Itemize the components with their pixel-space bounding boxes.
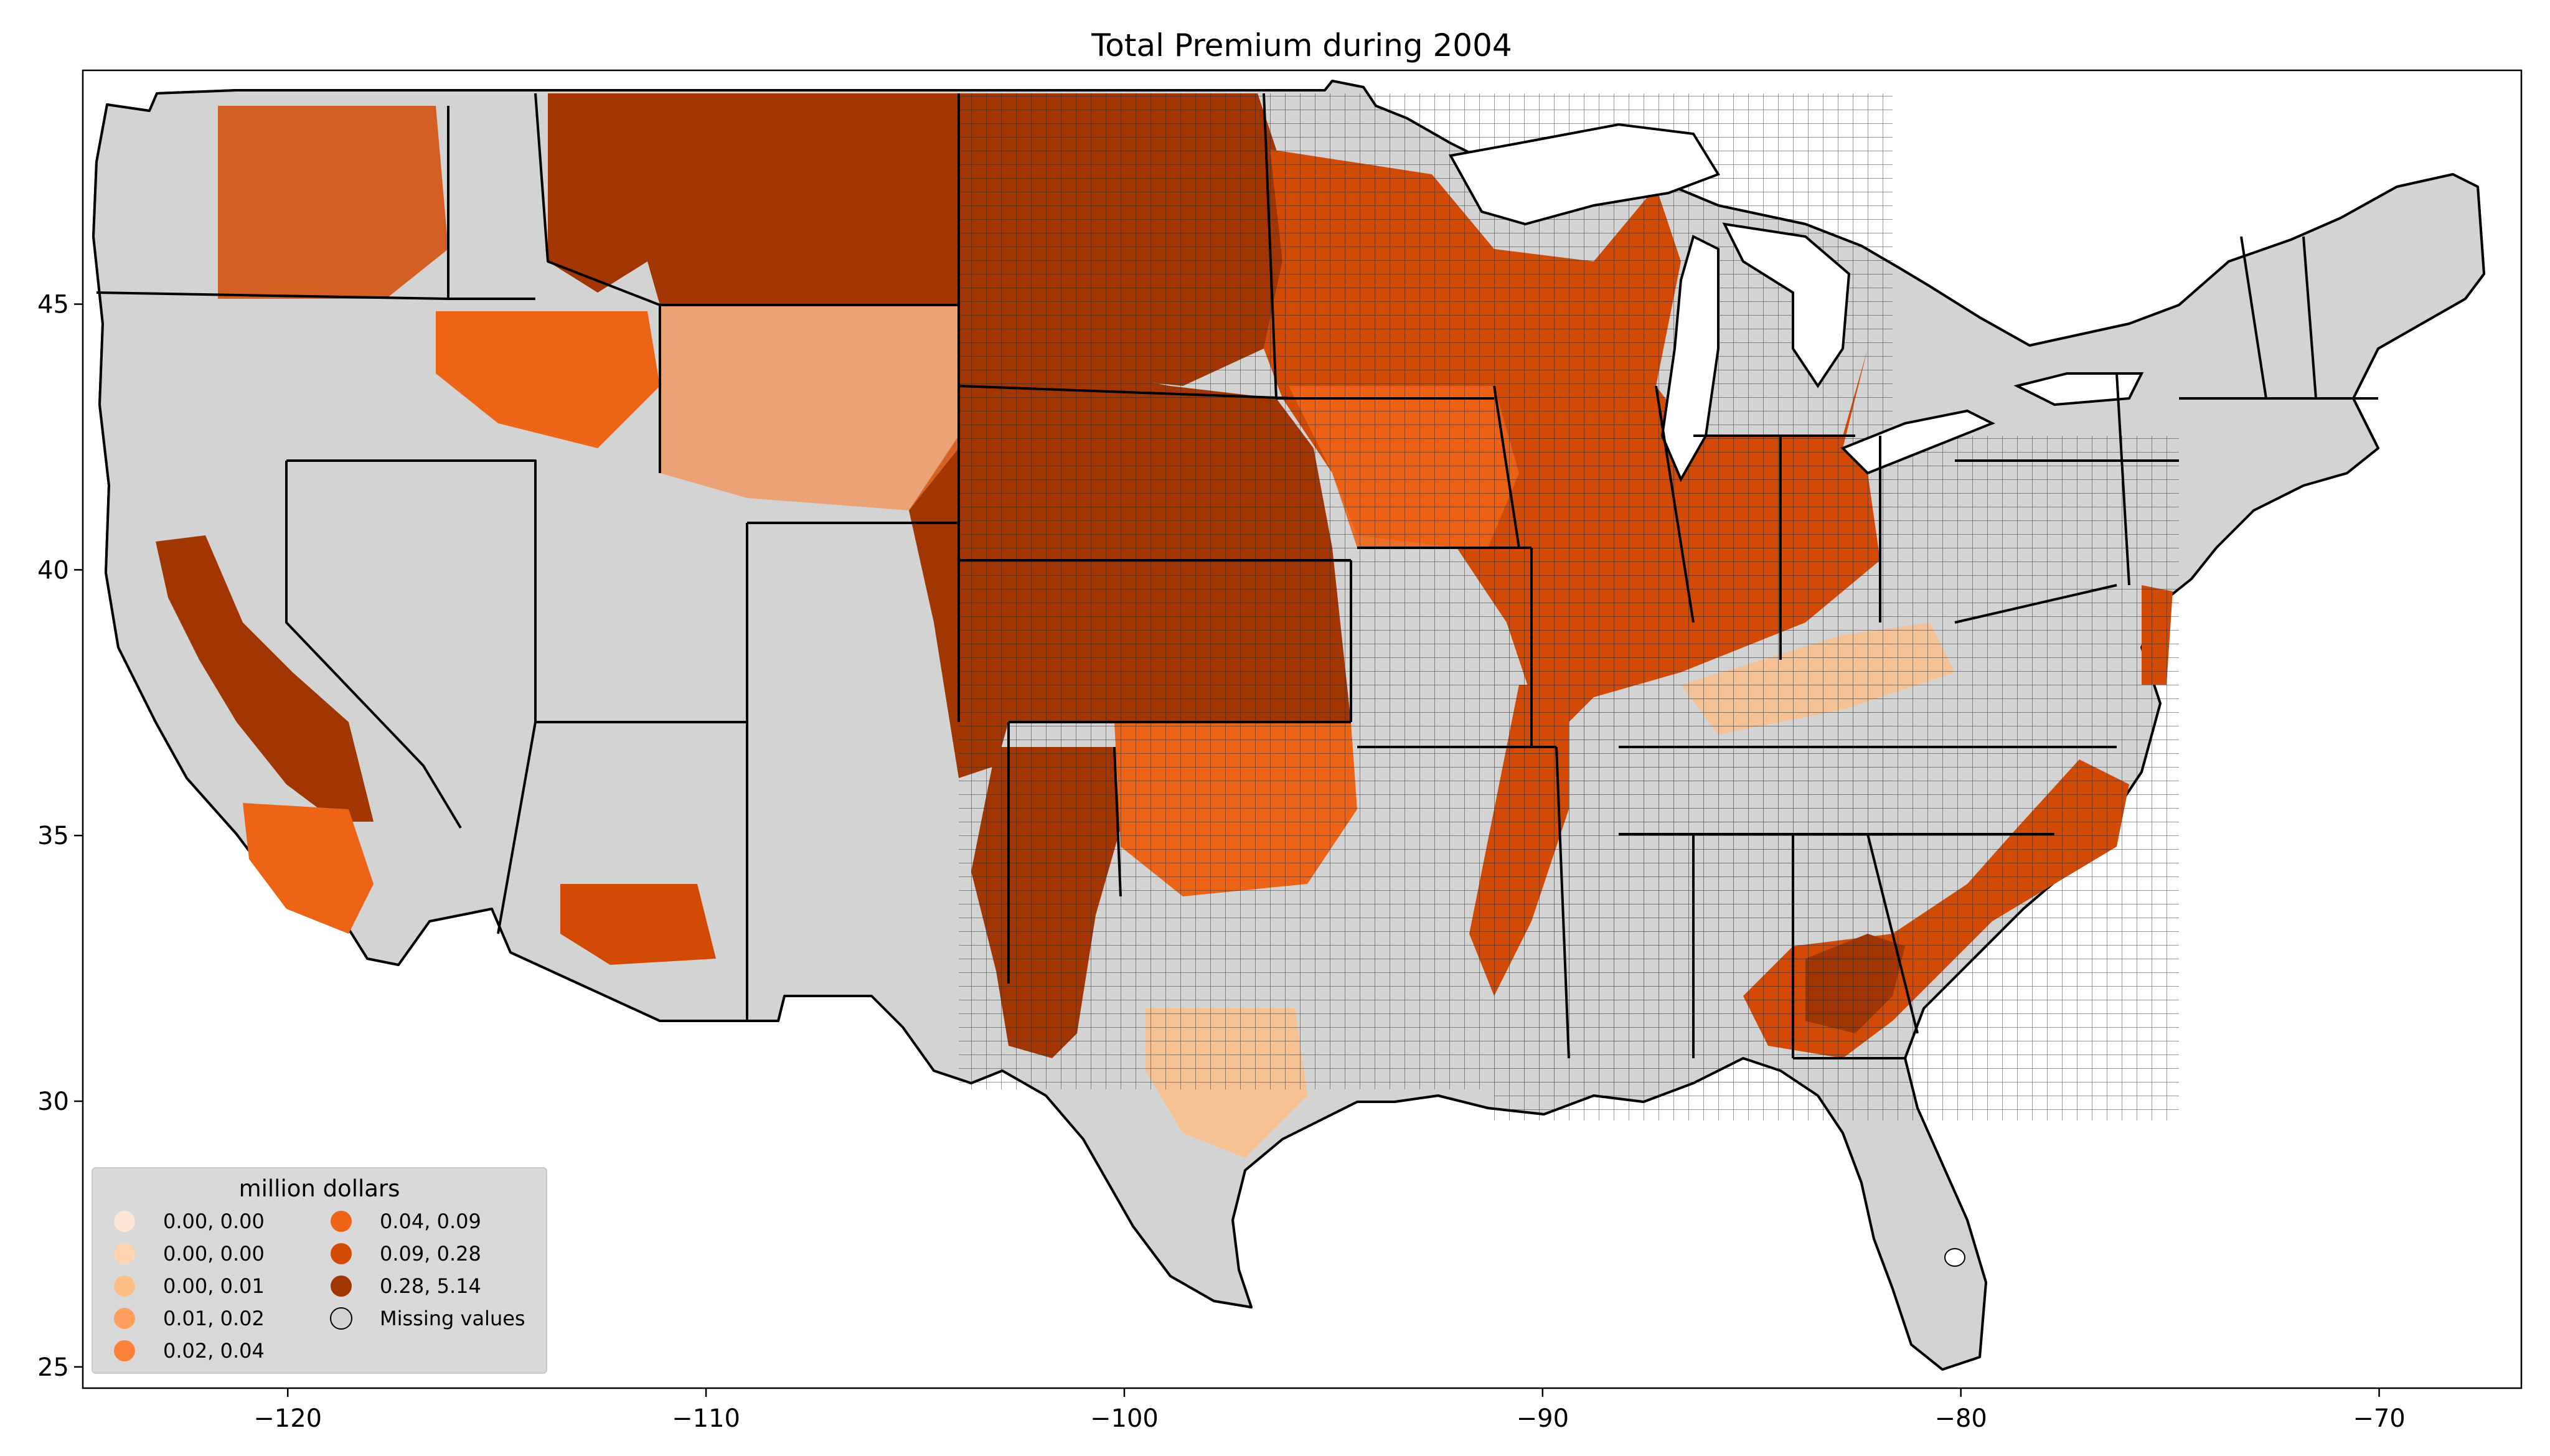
legend-swatch [114,1243,135,1264]
x-tick-label: −110 [672,1404,740,1433]
state-boundaries [96,93,2378,1059]
legend: million dollars 0.00, 0.00 0.00, 0.00 0.00… [92,1167,547,1374]
legend-swatch [114,1275,135,1297]
map-title: Total Premium during 2004 [1091,27,1512,63]
lake-michigan [1660,235,1720,482]
legend-title: million dollars [239,1175,400,1202]
legend-label: 0.00, 0.01 [163,1274,265,1298]
legend-swatch [114,1211,135,1232]
legend-label: Missing values [380,1307,525,1330]
x-tick-label: −120 [253,1404,322,1433]
region-snake-river [436,311,660,448]
legend-swatch [114,1308,135,1329]
great-lakes [1448,123,2144,482]
x-tick-label: −80 [1934,1404,1987,1433]
legend-swatch [331,1275,352,1297]
y-tick-label: 45 [37,291,69,319]
legend-swatch [331,1211,352,1232]
legend-label: 0.01, 0.02 [163,1307,265,1330]
legend-swatch [114,1340,135,1361]
region-wyoming [660,305,959,510]
lake-okeechobee [1944,1248,1965,1267]
x-axis: −120 −110 −100 −90 −80 −70 [253,1388,2406,1433]
x-tick-label: −90 [1517,1404,1569,1433]
y-tick-label: 40 [37,556,69,585]
legend-label: 0.02, 0.04 [163,1339,265,1363]
region-california [156,535,374,822]
lake-ontario [2013,372,2144,406]
y-tick-label: 30 [37,1087,69,1116]
lake-huron [1722,222,1851,388]
legend-label: 0.09, 0.28 [380,1242,481,1266]
x-tick-label: −70 [2353,1404,2405,1433]
y-axis: 25 30 35 40 45 [37,291,83,1382]
map-layer [92,80,2485,1371]
legend-box [92,1167,547,1374]
legend-label: 0.00, 0.00 [163,1242,265,1266]
legend-label: 0.28, 5.14 [380,1274,481,1298]
county-overlay [959,93,2179,1120]
region-southern-california [243,803,374,934]
y-tick-label: 35 [37,822,69,850]
legend-label: 0.04, 0.09 [380,1209,481,1233]
y-tick-label: 25 [37,1353,69,1382]
x-tick-label: −100 [1090,1404,1159,1433]
legend-swatch [330,1307,352,1330]
legend-label: 0.00, 0.00 [163,1209,265,1233]
lake-superior [1448,123,1720,226]
legend-swatch [331,1243,352,1264]
region-washington-east [218,106,448,299]
region-arizona [560,884,716,965]
